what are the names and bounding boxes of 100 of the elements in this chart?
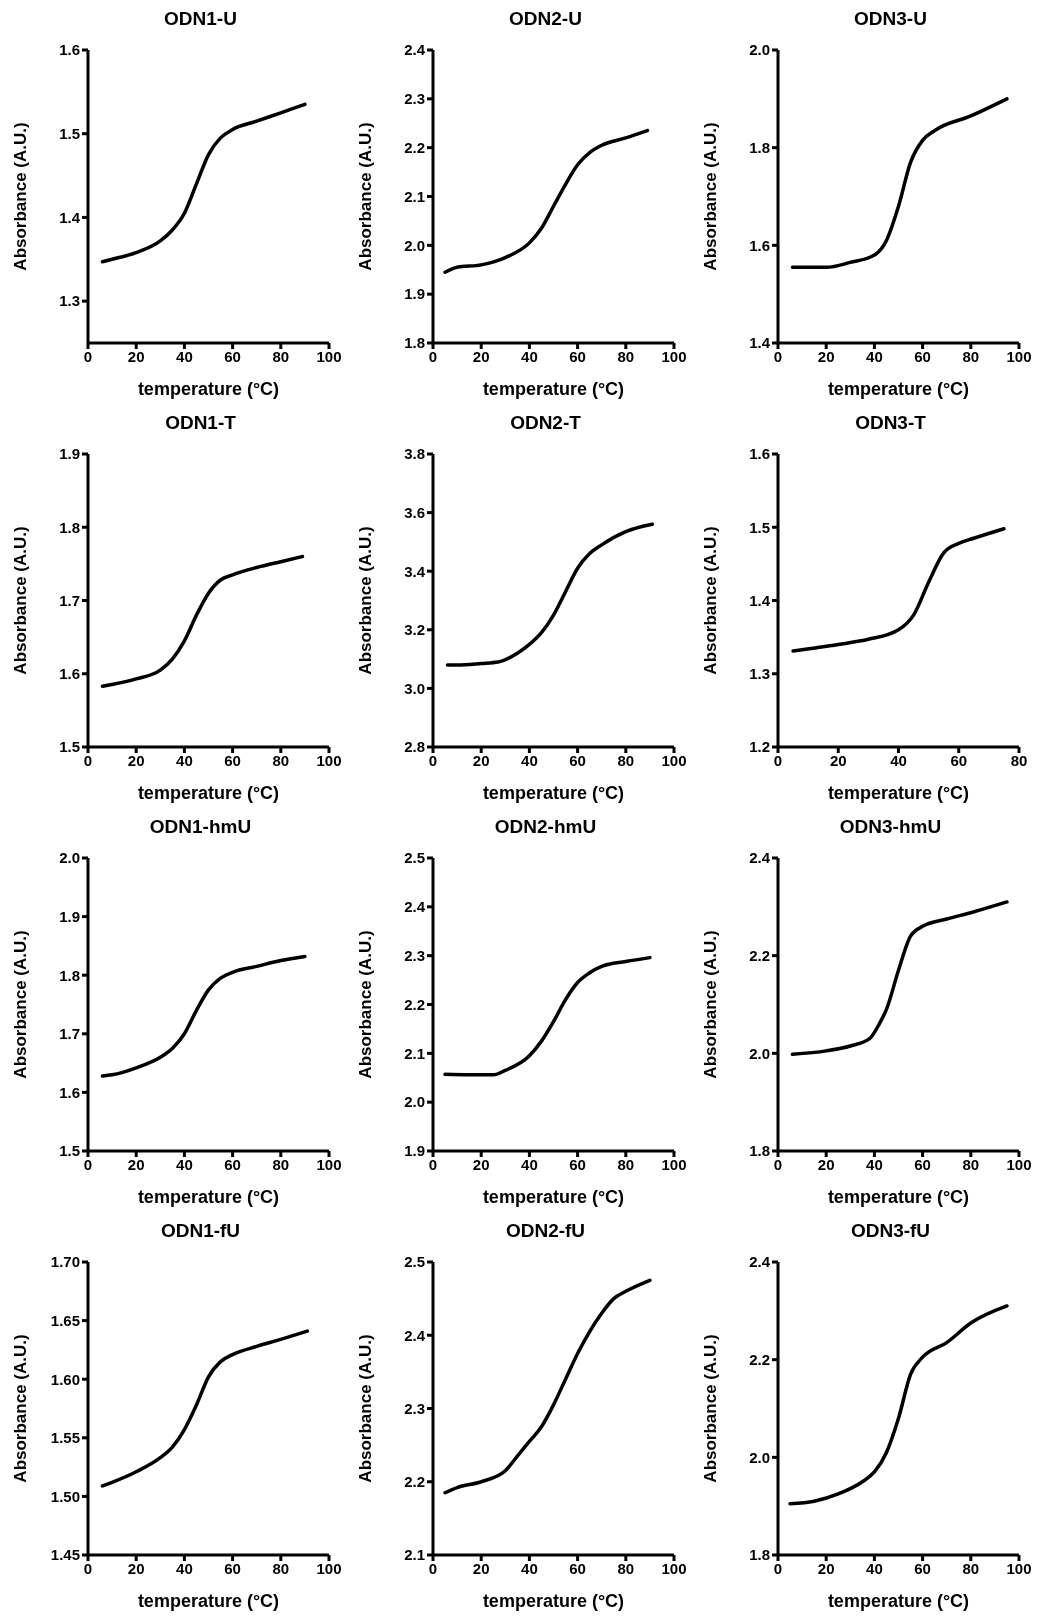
y-tick-label: 1.2 [749,738,770,756]
x-tick-label: 20 [127,1155,145,1173]
x-tick-label: 20 [472,751,490,769]
y-tick-label: 1.6 [59,41,80,59]
y-tick-label: 1.8 [404,334,425,352]
x-tick-label: 100 [1006,347,1032,365]
chart-title: ODN3-U [853,8,928,31]
y-tick-label: 2.5 [404,849,425,867]
chart-title: ODN1-U [163,8,238,31]
x-tick-label: 40 [521,1155,538,1173]
x-axis-title: temperature (°C) [827,1187,970,1207]
line-series [100,102,307,264]
x-tick-label: 20 [127,1559,145,1577]
y-tick-label: 2.2 [404,995,425,1013]
x-tick-label: 60 [914,1559,931,1577]
x-tick-label: 60 [224,1155,241,1173]
y-tick-label: 2.2 [749,946,770,964]
y-tick-label: 2.0 [404,1093,425,1111]
x-tick-label: 0 [428,751,438,769]
x-tick-label: 80 [962,1559,980,1577]
x-tick-label: 100 [316,1559,342,1577]
x-tick-label: 0 [83,1559,93,1577]
y-tick-label: 2.4 [404,41,426,59]
y-tick-label: 1.5 [59,1142,80,1160]
x-tick-label: 60 [224,347,241,365]
line-series [100,954,307,1078]
x-tick-label: 40 [176,1559,193,1577]
x-tick-label: 60 [950,751,968,769]
x-tick-label: 80 [272,347,290,365]
x-tick-label: 100 [1006,1155,1032,1173]
y-tick-label: 1.5 [59,738,80,756]
x-tick-label: 100 [661,347,687,365]
x-axis-title: temperature (°C) [137,783,280,803]
x-tick-label: 80 [962,1155,980,1173]
x-tick-label: 80 [617,751,635,769]
y-axis-title: Absorbance (A.U.) [356,1334,376,1483]
x-tick-label: 80 [617,1559,635,1577]
y-tick-label: 1.8 [749,138,770,156]
chart-title: ODN2-U [508,8,583,31]
y-axis-title: Absorbance (A.U.) [356,526,376,675]
chart-title: ODN2-fU [504,1220,587,1243]
y-tick-label: 2.0 [749,1448,770,1466]
x-tick-label: 0 [83,347,93,365]
x-tick-label: 60 [569,1155,586,1173]
y-tick-label: 1.5 [749,518,770,536]
y-tick-label: 1.50 [50,1487,80,1505]
y-tick-label: 2.4 [404,898,426,916]
y-axis-title: Absorbance (A.U.) [11,1334,31,1483]
chart-title: ODN2-T [509,412,582,435]
x-tick-label: 0 [83,751,93,769]
x-tick-label: 20 [472,1155,490,1173]
y-tick-label: 1.8 [749,1546,770,1564]
y-tick-label: 3.2 [404,621,425,639]
x-axis-title: temperature (°C) [827,783,970,803]
y-axis-title: Absorbance (A.U.) [701,930,721,1079]
x-axis-title: temperature (°C) [482,379,625,399]
x-tick-label: 40 [866,1559,883,1577]
y-tick-label: 2.3 [404,1399,425,1417]
line-series [788,1304,1009,1506]
chart-title: ODN1-hmU [148,816,253,839]
x-axis-title: temperature (°C) [827,379,970,399]
x-tick-label: 0 [773,1559,783,1577]
y-tick-label: 2.1 [404,187,425,205]
line-series [100,554,305,688]
y-tick-label: 3.0 [404,679,425,697]
x-tick-label: 60 [914,347,931,365]
y-tick-label: 2.2 [404,138,425,156]
y-tick-label: 1.7 [59,1025,80,1043]
x-tick-label: 0 [83,1155,93,1173]
x-axis-title: temperature (°C) [482,783,625,803]
y-tick-label: 1.65 [50,1311,80,1329]
x-axis-title: temperature (°C) [827,1591,970,1611]
x-tick-label: 80 [617,347,635,365]
x-tick-label: 100 [661,1559,687,1577]
x-axis-title: temperature (°C) [137,379,280,399]
y-tick-label: 2.8 [404,738,425,756]
chart-title: ODN3-fU [849,1220,932,1243]
line-series [790,900,1009,1057]
y-tick-label: 1.8 [59,518,80,536]
y-tick-label: 1.8 [59,966,80,984]
x-axis-title: temperature (°C) [137,1591,280,1611]
y-axis-title: Absorbance (A.U.) [11,526,31,675]
x-tick-label: 40 [521,751,538,769]
x-tick-label: 40 [521,347,538,365]
y-tick-label: 1.9 [59,907,80,925]
y-tick-label: 1.9 [59,445,80,463]
x-tick-label: 20 [817,1559,835,1577]
x-tick-label: 100 [316,751,342,769]
y-tick-label: 1.5 [59,125,80,143]
x-tick-label: 0 [773,1155,783,1173]
y-tick-label: 1.8 [749,1142,770,1160]
y-axis-title: Absorbance (A.U.) [356,930,376,1079]
x-tick-label: 40 [176,1155,193,1173]
chart-title: ODN3-hmU [838,816,943,839]
x-tick-label: 100 [661,751,687,769]
y-tick-label: 1.9 [404,1142,425,1160]
x-tick-label: 0 [773,347,783,365]
y-tick-label: 2.4 [749,1253,771,1271]
y-tick-label: 1.45 [50,1546,80,1564]
x-tick-label: 20 [817,1155,835,1173]
